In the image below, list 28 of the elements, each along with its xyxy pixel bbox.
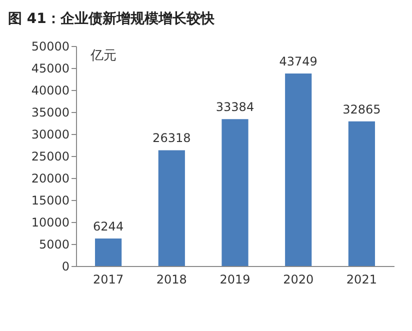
data-label: 6244 <box>93 220 124 234</box>
chart-title: 图 41：企业债新增规模增长较快 <box>8 10 216 27</box>
y-tick-label: 0 <box>62 260 70 274</box>
data-label: 43749 <box>279 54 318 69</box>
y-axis-title: 亿元 <box>90 48 116 64</box>
bar <box>158 150 185 266</box>
y-tick-label: 50000 <box>31 40 70 54</box>
y-tick-label: 25000 <box>31 150 70 164</box>
x-tick-label: 2017 <box>93 272 124 286</box>
y-tick-label: 35000 <box>31 106 70 120</box>
y-tick-label: 15000 <box>31 194 70 208</box>
y-tick-label: 40000 <box>31 84 70 98</box>
bar <box>285 74 312 266</box>
data-label: 32865 <box>342 102 381 116</box>
data-label: 33384 <box>216 100 254 114</box>
y-tick-label: 5000 <box>38 238 70 252</box>
bar <box>348 121 375 266</box>
x-tick-label: 2018 <box>156 272 187 286</box>
data-label: 26318 <box>152 131 191 146</box>
x-tick-label: 2019 <box>220 272 250 286</box>
y-tick-label: 10000 <box>31 216 70 230</box>
x-tick-label: 2020 <box>283 272 314 286</box>
bar <box>222 119 248 266</box>
y-tick-label: 30000 <box>31 128 70 142</box>
y-tick-label: 20000 <box>31 172 70 186</box>
bar <box>95 238 122 266</box>
y-tick-label: 45000 <box>31 62 70 76</box>
x-tick-label: 2021 <box>346 272 377 286</box>
